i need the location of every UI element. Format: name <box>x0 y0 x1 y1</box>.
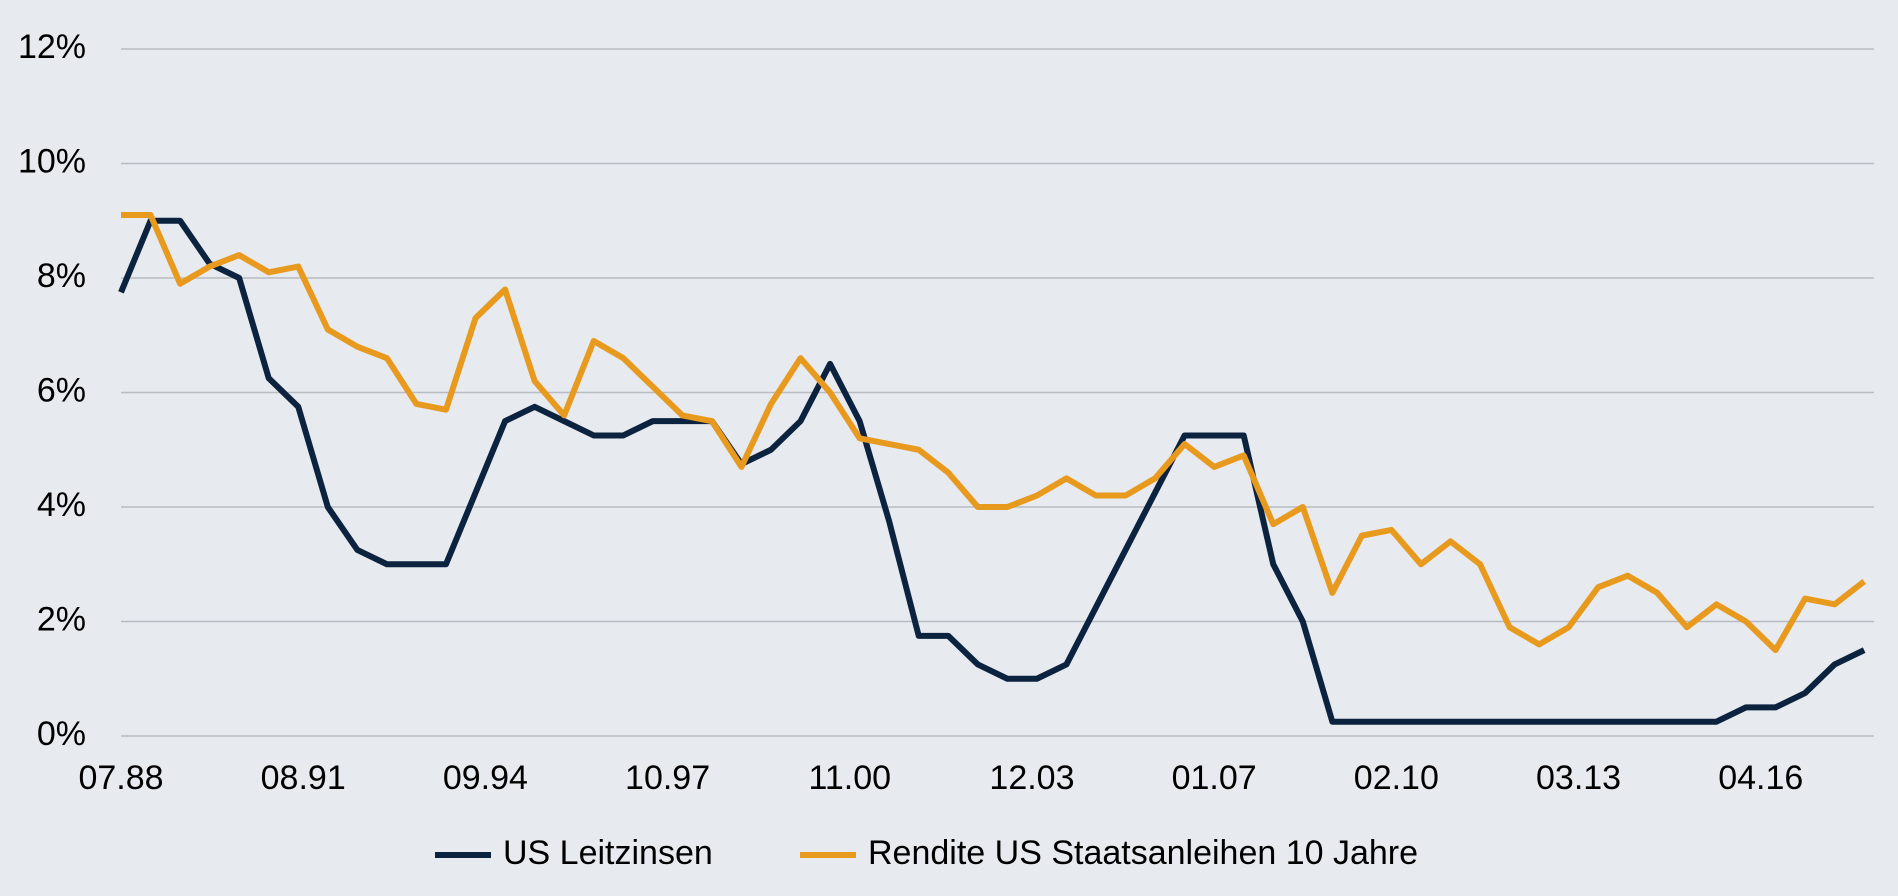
x-tick-label: 02.10 <box>1354 759 1439 797</box>
line-series <box>118 217 1866 725</box>
y-tick-label: 10% <box>18 142 86 180</box>
x-tick-label: 08.91 <box>261 759 346 797</box>
y-tick-label: 0% <box>37 715 86 753</box>
x-tick-label: 10.97 <box>625 759 710 797</box>
x-tick-label: 01.07 <box>1172 759 1257 797</box>
line-series <box>121 212 1866 654</box>
x-tick-label: 09.94 <box>443 759 528 797</box>
x-tick-label: 11.00 <box>808 759 891 797</box>
y-tick-label: 6% <box>37 371 86 409</box>
legend-label: Rendite US Staatsanleihen 10 Jahre <box>868 834 1418 872</box>
y-tick-label: 2% <box>37 600 86 638</box>
y-tick-label: 4% <box>37 486 86 524</box>
x-tick-label: 04.16 <box>1718 759 1803 797</box>
x-tick-label: 07.88 <box>78 759 163 797</box>
y-tick-label: 8% <box>37 257 86 295</box>
x-tick-label: 12.03 <box>989 759 1074 797</box>
y-tick-label: 12% <box>18 28 86 66</box>
x-tick-label: 03.13 <box>1536 759 1621 797</box>
legend-label: US Leitzinsen <box>503 834 713 872</box>
